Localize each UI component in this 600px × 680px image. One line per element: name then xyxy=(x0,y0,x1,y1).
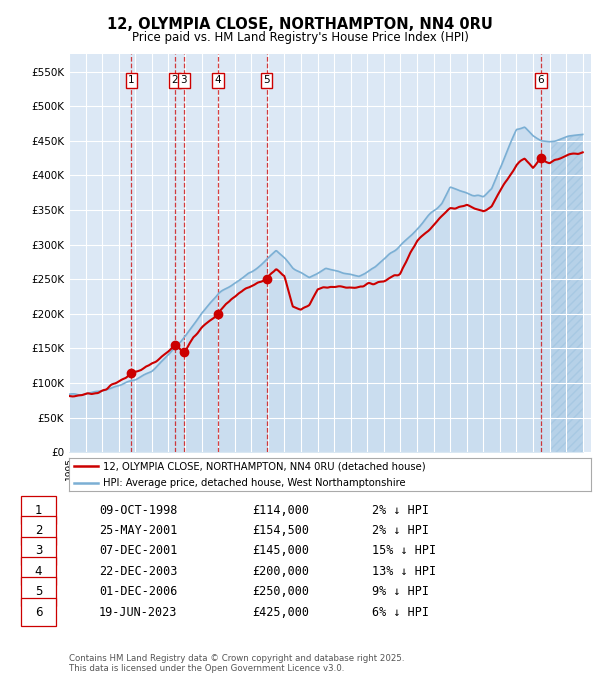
Text: 1: 1 xyxy=(128,75,135,85)
Text: £114,000: £114,000 xyxy=(252,503,309,517)
Text: 12, OLYMPIA CLOSE, NORTHAMPTON, NN4 0RU: 12, OLYMPIA CLOSE, NORTHAMPTON, NN4 0RU xyxy=(107,17,493,32)
Text: 3: 3 xyxy=(35,544,42,558)
Text: 25-MAY-2001: 25-MAY-2001 xyxy=(99,524,178,537)
Text: 5: 5 xyxy=(263,75,270,85)
Text: 2% ↓ HPI: 2% ↓ HPI xyxy=(372,503,429,517)
Text: 19-JUN-2023: 19-JUN-2023 xyxy=(99,605,178,619)
Text: 09-OCT-1998: 09-OCT-1998 xyxy=(99,503,178,517)
Text: 9% ↓ HPI: 9% ↓ HPI xyxy=(372,585,429,598)
Text: 13% ↓ HPI: 13% ↓ HPI xyxy=(372,564,436,578)
Text: 2: 2 xyxy=(172,75,178,85)
Text: £425,000: £425,000 xyxy=(252,605,309,619)
Text: 6: 6 xyxy=(538,75,544,85)
Text: 1: 1 xyxy=(35,503,42,517)
Text: 2: 2 xyxy=(35,524,42,537)
Text: 5: 5 xyxy=(35,585,42,598)
Text: 6% ↓ HPI: 6% ↓ HPI xyxy=(372,605,429,619)
Text: 12, OLYMPIA CLOSE, NORTHAMPTON, NN4 0RU (detached house): 12, OLYMPIA CLOSE, NORTHAMPTON, NN4 0RU … xyxy=(103,462,425,471)
Text: HPI: Average price, detached house, West Northamptonshire: HPI: Average price, detached house, West… xyxy=(103,478,406,488)
Text: £200,000: £200,000 xyxy=(252,564,309,578)
Text: 4: 4 xyxy=(214,75,221,85)
Text: £145,000: £145,000 xyxy=(252,544,309,558)
Text: 15% ↓ HPI: 15% ↓ HPI xyxy=(372,544,436,558)
Text: Contains HM Land Registry data © Crown copyright and database right 2025.
This d: Contains HM Land Registry data © Crown c… xyxy=(69,653,404,673)
Text: £154,500: £154,500 xyxy=(252,524,309,537)
Text: Price paid vs. HM Land Registry's House Price Index (HPI): Price paid vs. HM Land Registry's House … xyxy=(131,31,469,44)
Text: 01-DEC-2006: 01-DEC-2006 xyxy=(99,585,178,598)
Text: 4: 4 xyxy=(35,564,42,578)
Text: £250,000: £250,000 xyxy=(252,585,309,598)
Text: 6: 6 xyxy=(35,605,42,619)
Text: 07-DEC-2001: 07-DEC-2001 xyxy=(99,544,178,558)
Text: 3: 3 xyxy=(181,75,187,85)
Text: 2% ↓ HPI: 2% ↓ HPI xyxy=(372,524,429,537)
Text: 22-DEC-2003: 22-DEC-2003 xyxy=(99,564,178,578)
